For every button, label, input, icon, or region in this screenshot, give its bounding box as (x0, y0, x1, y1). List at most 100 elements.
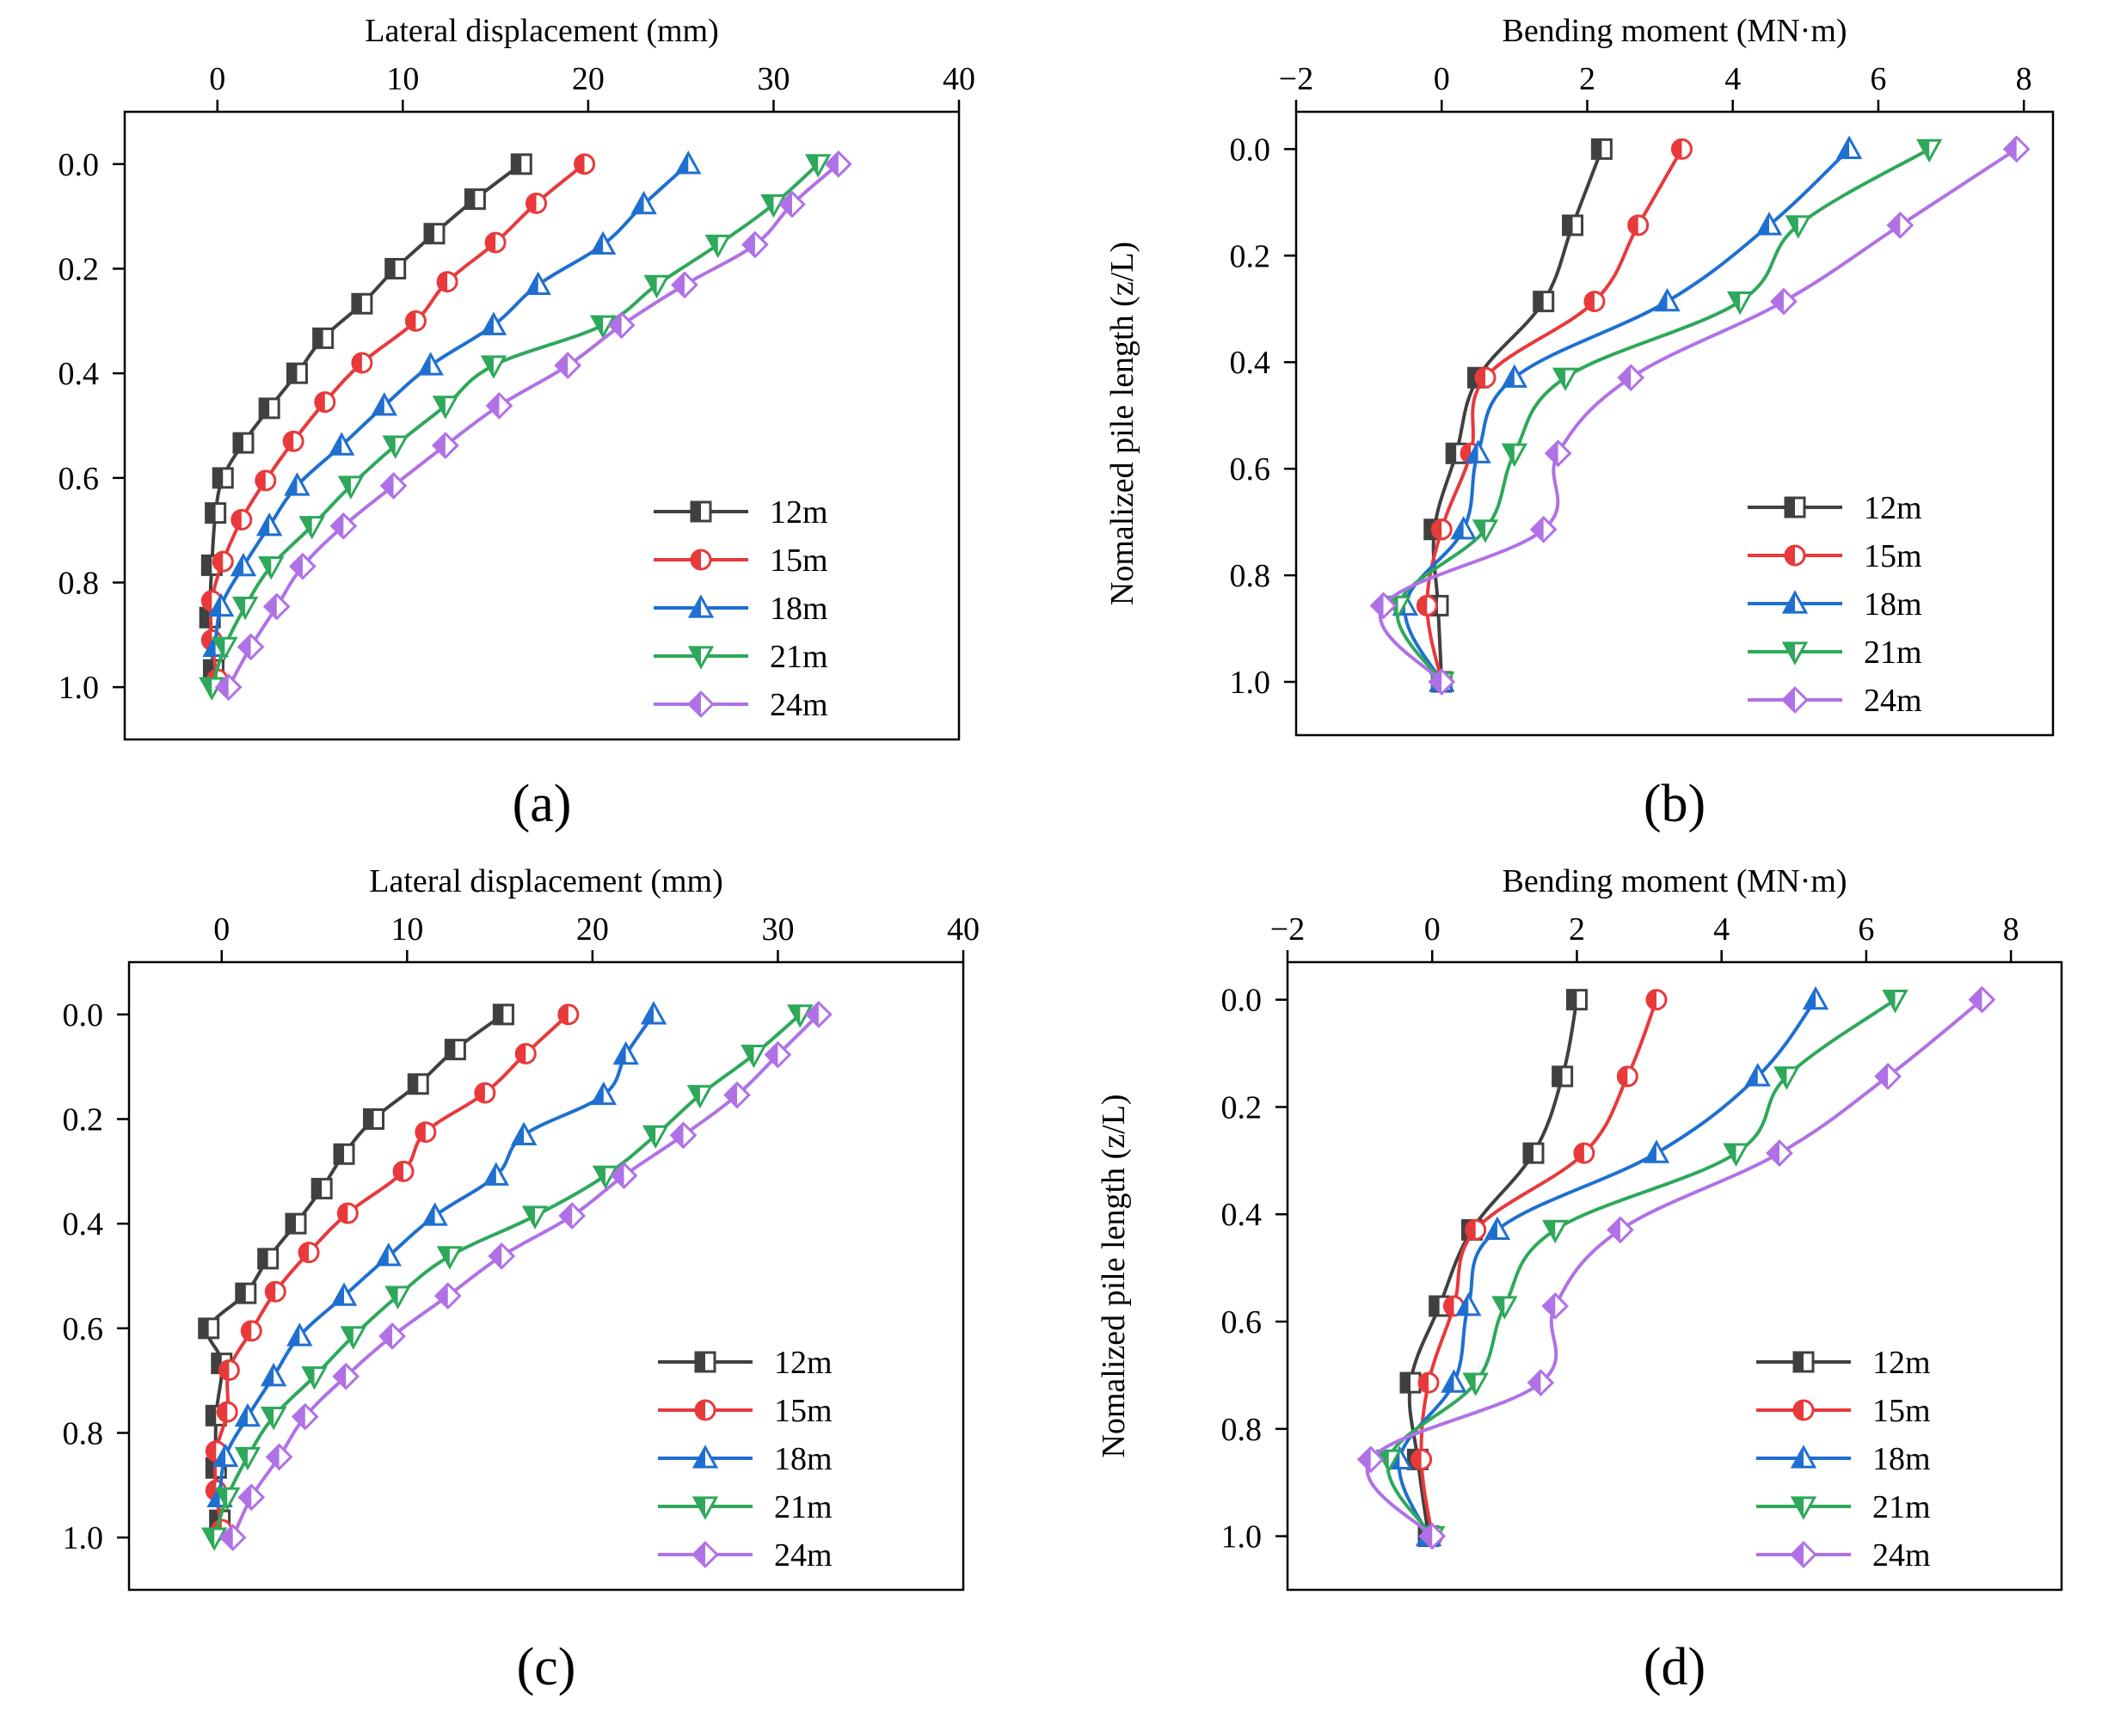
data-point-12m-outline (312, 327, 335, 349)
x-tick-label: 10 (390, 911, 423, 948)
data-point-24m-outline (1544, 439, 1572, 468)
data-point-18m-outline (510, 1121, 538, 1145)
legend-marker-18m (687, 594, 715, 618)
y-tick-label: 1.0 (63, 1520, 104, 1556)
data-point-24m-fill (267, 1445, 280, 1469)
data-point-12m-fill (206, 503, 216, 523)
data-point-12m-outline (351, 292, 373, 315)
data-point-12m (510, 153, 532, 175)
data-point-15m-outline (1627, 214, 1650, 236)
data-point-18m-outline (1501, 364, 1528, 388)
series-line-15m (1419, 998, 1658, 1537)
data-point-18m (589, 230, 617, 255)
data-point-18m-outline (590, 1081, 618, 1106)
data-point-24m (329, 512, 358, 540)
data-point-24m-outline (1766, 1139, 1793, 1167)
data-point-18m-outline (260, 1363, 287, 1387)
data-point-21m (1501, 443, 1528, 467)
data-point-18m (1455, 1292, 1482, 1316)
data-point-15m (255, 469, 277, 492)
data-point-12m-outline (310, 1177, 333, 1199)
data-point-12m-fill (446, 1040, 456, 1059)
legend-marker-15m (1784, 544, 1806, 567)
data-point-21m-outline (686, 1084, 714, 1109)
x-tick-label: 8 (2003, 911, 2019, 948)
chart-c-svg: 0 10 20 30 40 0.0 0.2 0.4 0.6 0.8 1.0 Lateral displ… (63, 868, 980, 1696)
data-point-15m (1616, 1065, 1638, 1088)
data-point-24m-outline (291, 1402, 319, 1431)
data-point-21m (1882, 990, 1908, 1014)
legend-marker-12m-outline (690, 500, 712, 523)
data-point-24m (741, 230, 769, 259)
data-point-21m (1491, 1296, 1518, 1320)
data-point-12m-fill (206, 1406, 217, 1426)
data-point-18m (417, 352, 444, 376)
data-point-12m (258, 397, 280, 420)
x-tick-label: 10 (386, 61, 419, 97)
data-point-12m-outline (285, 1212, 307, 1235)
legend-marker-15m (694, 1399, 716, 1421)
data-point-15m-outline (1411, 1448, 1433, 1470)
x-tick-label: −2 (1270, 911, 1305, 948)
chart-b-svg: −2 0 2 4 6 8 0.0 0.2 0.4 0.6 0.8 1.0 Bending moment … (1104, 13, 2055, 833)
data-point-15m-outline (1474, 366, 1497, 389)
data-point-12m-fill (199, 1318, 209, 1338)
x-axis-title: Bending moment (MN·m) (1502, 868, 1847, 899)
data-point-24m-outline (558, 1202, 587, 1230)
data-point-15m (1442, 1295, 1465, 1317)
series-line-12m (206, 1013, 505, 1521)
data-point-18m-fill (1804, 989, 1816, 1009)
x-tick-label: 0 (213, 911, 230, 948)
data-point-12m (1565, 989, 1588, 1011)
data-point-12m (351, 292, 373, 315)
x-axis-title: Lateral displacement (mm) (365, 13, 719, 49)
data-point-12m-fill (313, 328, 323, 348)
data-point-18m-outline (675, 150, 702, 175)
x-tick-label: 6 (1870, 61, 1886, 97)
x-tick-label: 8 (2016, 61, 2032, 97)
data-point-18m-outline (525, 271, 551, 295)
data-point-12m-outline (407, 1073, 429, 1095)
data-point-12m (423, 223, 446, 245)
data-point-12m-fill (312, 1179, 323, 1199)
chart-d-svg: −2 0 2 4 6 8 0.0 0.2 0.4 0.6 0.8 1.0 Bending moment … (1096, 868, 2063, 1696)
x-tick-label: 6 (1858, 911, 1874, 948)
data-point-21m-outline (741, 1045, 767, 1069)
data-point-18m (1465, 439, 1491, 463)
data-point-21m (432, 396, 459, 420)
y-tick-label: 0.6 (63, 1311, 104, 1347)
data-point-12m (1552, 1065, 1574, 1088)
data-point-18m (612, 1040, 639, 1065)
data-point-24m (1356, 1445, 1385, 1474)
data-point-15m-outline (1583, 291, 1606, 313)
data-point-12m-fill (213, 468, 224, 488)
data-point-12m-fill (409, 1074, 419, 1094)
data-point-15m-outline (1573, 1142, 1595, 1164)
data-point-24m-fill (380, 1324, 393, 1348)
data-point-18m-outline (1484, 1216, 1511, 1240)
data-point-18m-outline (230, 552, 257, 577)
x-tick-label: 20 (576, 911, 609, 948)
chart-panel-d: −2 0 2 4 6 8 0.0 0.2 0.4 0.6 0.8 1.0 Bending moment … (1051, 868, 2102, 1735)
x-tick-label: 0 (209, 61, 225, 97)
data-point-12m (1522, 1142, 1545, 1164)
data-point-21m-outline (1723, 1143, 1749, 1167)
data-point-21m (1472, 519, 1499, 543)
data-point-24m-fill (673, 273, 685, 298)
data-point-15m-outline (404, 310, 427, 332)
data-point-12m (257, 1248, 280, 1270)
data-point-18m-fill (214, 1445, 226, 1466)
data-point-18m (329, 432, 355, 456)
data-point-15m-outline (240, 1320, 262, 1342)
data-point-24m-outline (1886, 212, 1915, 239)
series-line-18m (1397, 998, 1817, 1537)
data-point-21m-outline (480, 355, 507, 379)
data-point-24m-fill (609, 313, 622, 337)
legend-marker-15m-outline (690, 549, 712, 571)
data-point-12m-fill (260, 398, 270, 418)
data-point-24m (1529, 515, 1558, 543)
data-point-15m (1670, 138, 1693, 160)
data-point-24m-fill (1429, 670, 1442, 694)
data-point-21m-outline (1462, 1372, 1489, 1396)
data-point-15m-outline (298, 1242, 320, 1264)
